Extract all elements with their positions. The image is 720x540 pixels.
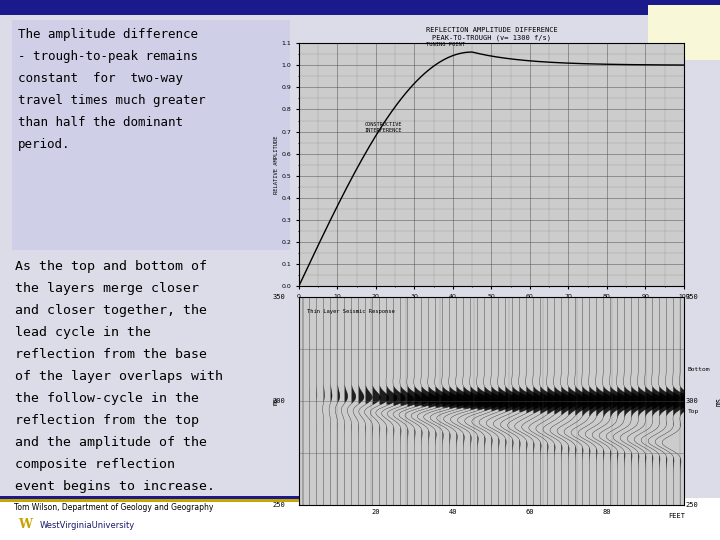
Text: 350: 350 [686,294,698,300]
Text: composite reflection: composite reflection [15,458,175,471]
Text: the layers merge closer: the layers merge closer [15,282,199,295]
Text: Thin Layer Seismic Response: Thin Layer Seismic Response [307,309,395,314]
Bar [648,5,720,60]
Text: 350: 350 [273,294,285,300]
Text: 60: 60 [526,509,534,515]
Text: - trough-to-peak remains: - trough-to-peak remains [18,50,198,63]
Text: than half the dominant: than half the dominant [18,116,183,129]
Text: of the layer overlaps with: of the layer overlaps with [15,370,223,383]
Text: 250: 250 [273,502,285,508]
Bar [0,0,720,15]
Text: LAYER THICKNESS (FEET): LAYER THICKNESS (FEET) [456,326,527,331]
Text: 40: 40 [449,509,457,515]
Text: the follow-cycle in the: the follow-cycle in the [15,392,199,405]
Text: constant  for  two-way: constant for two-way [18,72,183,85]
Text: W: W [18,518,32,531]
Text: event begins to increase.: event begins to increase. [15,480,215,493]
Text: Top: Top [688,409,699,414]
Text: lead cycle in the: lead cycle in the [15,326,151,339]
Text: BIG INJUN SANDSTONE: BIG INJUN SANDSTONE [461,343,522,349]
Text: reflection from the top: reflection from the top [15,414,199,427]
Text: ms: ms [273,397,279,405]
Text: 20: 20 [372,509,380,515]
Text: As the top and bottom of: As the top and bottom of [15,260,207,273]
Text: 80: 80 [603,509,611,515]
Text: 300: 300 [273,398,285,404]
Text: TUNING POINT: TUNING POINT [426,42,464,46]
Text: FEET: FEET [667,514,685,519]
Text: reflection from the base: reflection from the base [15,348,207,361]
Text: Bottom: Bottom [688,367,711,372]
Text: travel times much greater: travel times much greater [18,94,205,107]
Bar [0,496,455,499]
Text: CONSTRUCTIVE
INTERFERENCE: CONSTRUCTIVE INTERFERENCE [364,122,402,132]
Bar [0,499,455,502]
Text: and the amplitude of the: and the amplitude of the [15,436,207,449]
Title: REFLECTION AMPLITUDE DIFFERENCE
PEAK-TO-TROUGH (v= 1300 f/s): REFLECTION AMPLITUDE DIFFERENCE PEAK-TO-… [426,27,557,40]
Bar [12,20,290,250]
Text: WestVirginiaUniversity: WestVirginiaUniversity [40,521,135,530]
Text: Tom Wilson, Department of Geology and Geography: Tom Wilson, Department of Geology and Ge… [14,503,213,511]
Text: period.: period. [18,138,71,151]
Text: 250: 250 [686,502,698,508]
Y-axis label: RELATIVE AMPLITUDE: RELATIVE AMPLITUDE [274,136,279,194]
Text: and closer together, the: and closer together, the [15,304,207,317]
Text: The amplitude difference: The amplitude difference [18,28,198,41]
Text: 300: 300 [686,398,698,404]
Text: Thickness =Vt/2: Thickness =Vt/2 [560,183,685,197]
Bar [0,498,720,540]
Text: ms: ms [714,396,720,406]
